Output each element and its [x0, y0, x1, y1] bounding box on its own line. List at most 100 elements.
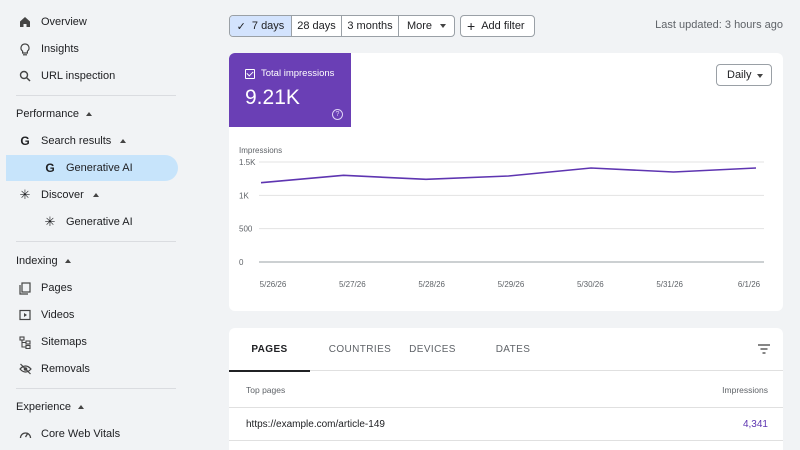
metric-label: Total impressions	[261, 68, 335, 79]
date-range-label: 3 months	[347, 20, 393, 32]
date-range-label: 28 days	[297, 20, 336, 32]
sidebar-item-search-results[interactable]: G Search results	[6, 128, 178, 154]
sidebar-item-insights[interactable]: Insights	[6, 36, 178, 62]
dimension-tabs: PAGES COUNTRIES DEVICES DATES	[229, 328, 783, 372]
granularity-dropdown[interactable]: Daily	[716, 64, 772, 86]
sidebar-item-videos[interactable]: Videos	[6, 302, 178, 328]
date-range-3-months[interactable]: 3 months	[342, 16, 399, 36]
sidebar-item-label: Generative AI	[66, 162, 133, 174]
granularity-label: Daily	[727, 69, 752, 81]
date-range-label: 7 days	[251, 20, 285, 32]
top-pages-table-card: PAGES COUNTRIES DEVICES DATES Top pages …	[229, 328, 783, 450]
table-header: Top pages Impressions	[229, 372, 783, 408]
google-g-icon: G	[20, 134, 30, 148]
metric-value: 9.21K	[245, 86, 300, 109]
chevron-up-icon	[85, 112, 92, 116]
sparkle-icon: ✳	[19, 187, 31, 202]
caret-down-icon	[440, 24, 447, 28]
y-tick-label: 1K	[239, 191, 249, 200]
performance-chart-card: Total impressions 9.21K ? Daily Impressi…	[229, 53, 783, 311]
x-tick-label: 5/31/26	[656, 280, 683, 289]
tab-dates[interactable]: DATES	[495, 344, 531, 355]
date-range-selector: ✓ 7 days 28 days 3 months More	[229, 15, 455, 37]
date-range-7-days[interactable]: ✓ 7 days	[230, 16, 292, 36]
date-range-label: More	[406, 20, 433, 32]
sidebar-nav: Overview Insights URL inspection Perform…	[0, 0, 190, 450]
metric-card-total-impressions[interactable]: Total impressions 9.21K ?	[229, 53, 351, 127]
x-tick-label: 6/1/26	[738, 280, 761, 289]
tab-devices[interactable]: DEVICES	[409, 344, 456, 355]
sidebar-divider	[16, 95, 176, 96]
add-filter-label: Add filter	[481, 20, 525, 32]
page-url: https://example.com/article-149	[246, 419, 385, 430]
sidebar-item-label: Discover	[41, 189, 84, 201]
sidebar-item-label: Insights	[41, 43, 79, 55]
section-title: Performance	[16, 108, 79, 120]
filter-rows-icon[interactable]	[757, 343, 771, 355]
section-toggle-experience[interactable]: Experience	[16, 401, 85, 413]
sparkle-icon: ✳	[44, 214, 56, 229]
sidebar-item-label: Videos	[41, 309, 75, 321]
sidebar-item-removals[interactable]: Removals	[6, 356, 178, 382]
sidebar-item-discover-generative-ai[interactable]: ✳ Generative AI	[6, 209, 178, 235]
chevron-up-icon	[64, 259, 71, 263]
sidebar-item-overview[interactable]: Overview	[6, 9, 178, 35]
section-title: Indexing	[16, 255, 58, 267]
section-toggle-indexing[interactable]: Indexing	[16, 255, 71, 267]
tab-countries[interactable]: COUNTRIES	[328, 344, 392, 355]
impressions-value: 4,341	[742, 419, 768, 430]
y-axis-title: Impressions	[239, 146, 282, 155]
sidebar-item-core-web-vitals[interactable]: Core Web Vitals	[6, 421, 178, 447]
chevron-up-icon	[78, 405, 85, 409]
sidebar-item-label: Overview	[41, 16, 87, 28]
sidebar-item-discover[interactable]: ✳ Discover	[6, 182, 178, 208]
sidebar-item-url-inspection[interactable]: URL inspection	[6, 63, 178, 89]
caret-down-icon	[757, 74, 763, 78]
sidebar-item-sitemaps[interactable]: Sitemaps	[6, 329, 178, 355]
section-toggle-performance[interactable]: Performance	[16, 108, 92, 120]
x-tick-label: 5/27/26	[339, 280, 366, 289]
sidebar-item-search-generative-ai[interactable]: G Generative AI	[6, 155, 178, 181]
add-filter-button[interactable]: + Add filter	[460, 15, 535, 37]
column-header-impressions[interactable]: Impressions	[722, 385, 768, 395]
y-tick-label: 500	[239, 225, 253, 234]
table-row[interactable]: https://example.com/article-149 4,341	[229, 409, 783, 441]
last-updated-text: Last updated: 3 hours ago	[655, 19, 783, 31]
sidebar-item-label: Generative AI	[66, 216, 133, 228]
checkbox-icon	[245, 69, 255, 79]
help-icon[interactable]: ?	[332, 109, 343, 120]
x-tick-label: 5/26/26	[260, 280, 287, 289]
video-icon	[18, 308, 32, 322]
sidebar-divider	[16, 388, 176, 389]
home-icon	[18, 15, 32, 29]
sidebar-item-label: Core Web Vitals	[41, 428, 121, 440]
sidebar-item-label: Removals	[41, 363, 90, 375]
section-title: Experience	[16, 401, 72, 413]
x-tick-label: 5/28/26	[418, 280, 445, 289]
sitemap-icon	[18, 335, 32, 349]
sidebar-divider	[16, 241, 176, 242]
impressions-series-line	[260, 167, 757, 184]
plus-icon: +	[467, 18, 476, 34]
y-tick-label: 1.5K	[239, 158, 256, 167]
google-g-icon: G	[45, 161, 55, 175]
check-icon: ✓	[236, 20, 246, 33]
chevron-up-icon	[120, 139, 126, 143]
lightbulb-icon	[18, 42, 32, 56]
search-icon	[18, 69, 32, 83]
impressions-line-chart: Impressions 0 500 1K 1.5K 5/26/26 5/27/26 5/28/…	[239, 146, 764, 289]
x-tick-label: 5/30/26	[577, 280, 604, 289]
sidebar-item-pages[interactable]: Pages	[6, 275, 178, 301]
pages-icon	[18, 281, 32, 295]
tab-pages[interactable]: PAGES	[229, 328, 310, 372]
sidebar-item-label: URL inspection	[41, 70, 116, 82]
column-header-top-pages: Top pages	[246, 385, 286, 395]
y-tick-label: 0	[239, 258, 244, 267]
gauge-icon	[18, 427, 32, 441]
date-range-more-dropdown[interactable]: More	[399, 16, 454, 36]
removals-icon	[18, 362, 32, 376]
date-range-28-days[interactable]: 28 days	[292, 16, 342, 36]
sidebar-item-label: Pages	[41, 282, 73, 294]
sidebar-item-label: Search results	[41, 135, 112, 147]
sidebar-item-label: Sitemaps	[41, 336, 87, 348]
